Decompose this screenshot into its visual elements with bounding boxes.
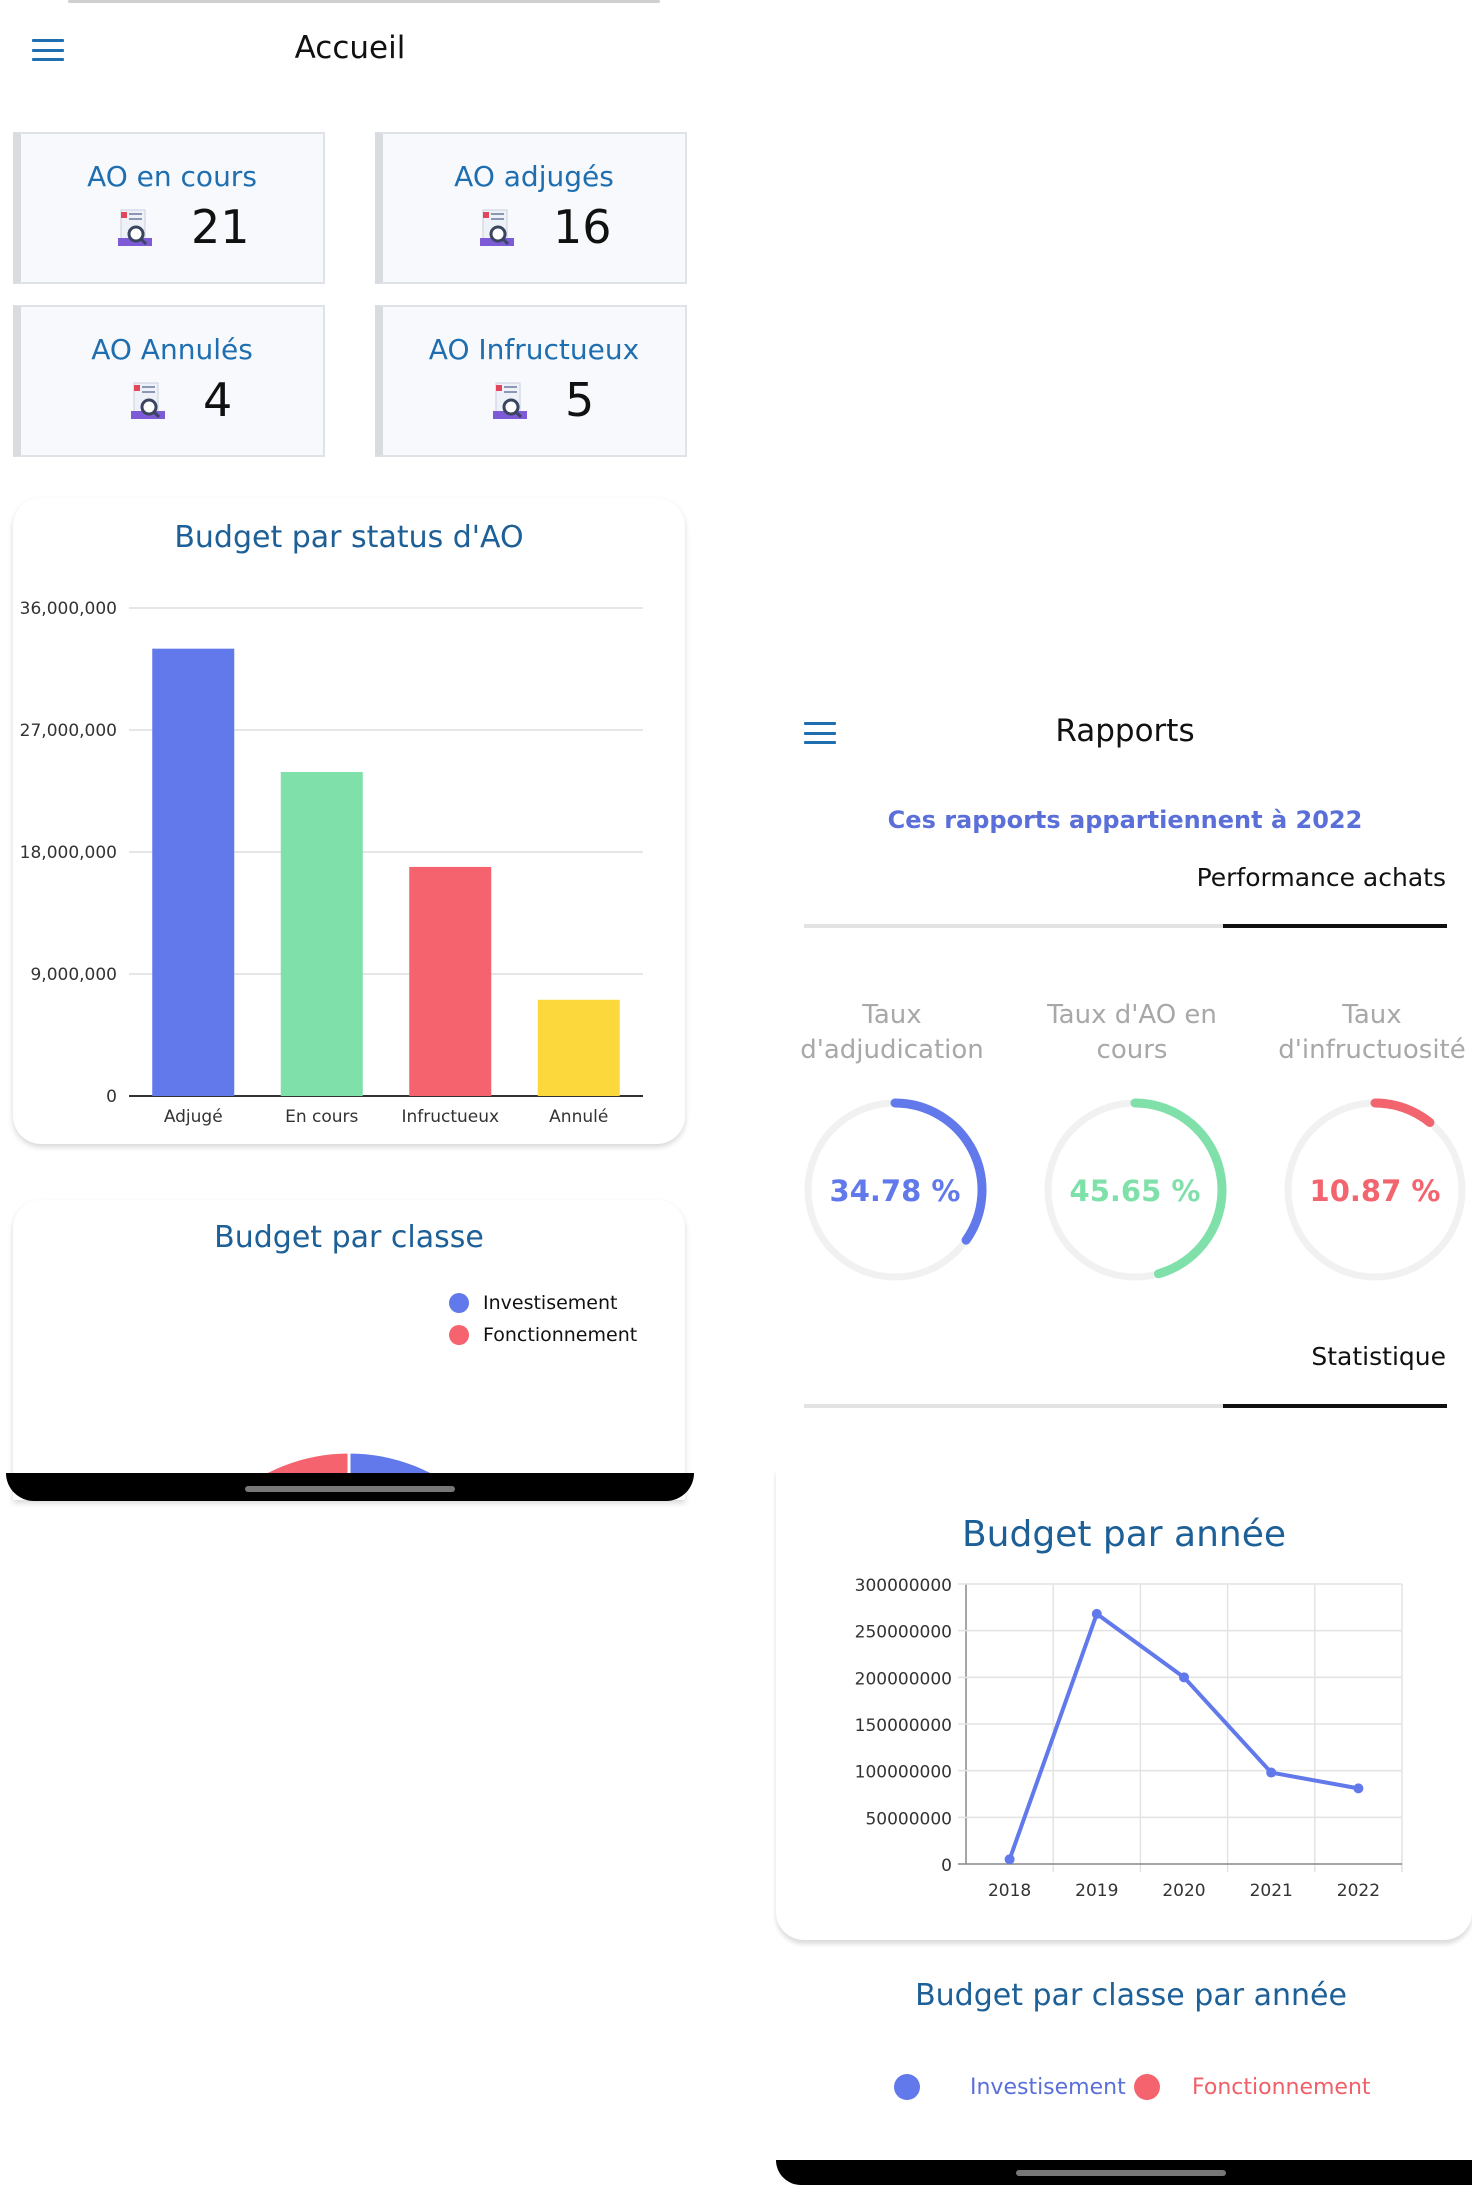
budget-annee-card: Budget par année 0 50000000 100000000 15000… [776,1470,1472,1940]
y-tick-label: 9,000,000 [30,965,117,985]
tab-active-indicator [1223,1404,1447,1408]
series-line [1007,1610,1359,1861]
tab-divider [804,924,1447,928]
gauge-label: Taux d'adjudication [800,1000,984,1065]
stat-card-label: AO en cours [87,160,257,193]
y-tick-label: 18,000,000 [20,843,117,863]
x-tick-label: Annulé [549,1107,608,1127]
page-title: Accueil [294,30,406,66]
gauge-label: Taux d'infructuosité [1278,1000,1466,1065]
legend-label: Investisement [970,2074,1126,2100]
x-tick-label: Adjugé [164,1107,223,1127]
stat-card-value: 4 [203,373,233,427]
bar [409,866,492,1096]
stat-card-adjuges[interactable]: AO adjugés 16 [375,132,687,284]
gauge-arc [1130,1098,1227,1279]
y-tick-label: 50000000 [865,1809,952,1829]
stat-card-label: AO adjugés [454,160,614,193]
x-tick-label: En cours [285,1107,358,1127]
y-tick-label: 0 [106,1087,117,1107]
menu-icon[interactable] [804,722,836,744]
budget-classe-annee-title: Budget par classe par année [915,1978,1347,2013]
bar [152,648,235,1096]
stat-card-en-cours[interactable]: AO en cours 21 [13,132,325,284]
gauge-arc [890,1098,987,1245]
tab-divider [804,1404,1447,1408]
page-title: Rapports [1055,713,1195,749]
menu-icon[interactable] [32,39,64,61]
stat-card-infructueux[interactable]: AO Infructueux 5 [375,305,687,457]
stat-card-value: 16 [553,200,612,254]
legend-dot [449,1293,469,1313]
y-tick-label: 27,000,000 [20,721,117,741]
home-indicator[interactable] [1016,2170,1226,2176]
legend-dot [1134,2074,1160,2100]
chart-title: Budget par année [961,1514,1287,1555]
gauge-row: 34.78 % 45.65 % 10.87 % [804,1098,1466,1281]
data-point [1353,1783,1364,1794]
budget-classe-card: Budget par classe Investisement Fonction… [13,1200,685,1500]
legend-item-fonctionnement[interactable]: Fonctionnement [449,1324,637,1346]
home-indicator[interactable] [245,1486,455,1492]
chart-title: Budget par classe [214,1220,484,1255]
document-search-icon [131,382,165,419]
x-tick-label: 2018 [988,1881,1031,1901]
legend-label: Investisement [483,1292,618,1314]
legend-item-investissement[interactable]: Investisement [449,1292,617,1314]
stat-card-label: AO Annulés [91,333,253,366]
legend-label: Fonctionnement [1192,2074,1371,2100]
y-tick-label: 100000000 [855,1763,952,1783]
y-tick-label: 200000000 [855,1669,952,1689]
document-search-icon [118,209,152,246]
gauge-value: 45.65 % [1070,1174,1201,1208]
legend-dot [449,1325,469,1345]
stat-card-value: 21 [191,200,250,254]
budget-annee-chart: 0 50000000 100000000 150000000 200000000 2500… [855,1576,1403,1901]
document-search-icon [493,382,527,419]
x-tick-label: 2022 [1337,1881,1380,1901]
y-tick-label: 150000000 [855,1716,952,1736]
x-tick-label: Infructueux [401,1107,499,1127]
bar [537,999,620,1096]
bar [280,772,363,1096]
data-point [1004,1854,1015,1865]
budget-status-chart: 0 9,000,000 18,000,000 27,000,000 36,000,000… [20,599,643,1127]
gauge-label: Taux d'AO en cours [1047,1000,1217,1065]
stat-card-value: 5 [565,373,595,427]
y-tick-label: 250000000 [855,1623,952,1643]
gauge-value: 34.78 % [830,1174,961,1208]
gauge-value: 10.87 % [1310,1174,1441,1208]
gauge-arc [1370,1098,1435,1128]
report-year-subtitle: Ces rapports appartiennent à 2022 [887,806,1363,834]
tab-active-indicator [1223,924,1447,928]
x-tick-label: 2019 [1075,1881,1118,1901]
data-point [1266,1767,1277,1778]
y-tick-label: 0 [941,1856,952,1876]
chart-title: Budget par status d'AO [174,520,524,555]
data-point [1091,1608,1102,1619]
legend-dot [894,2074,920,2100]
data-point [1179,1672,1189,1683]
legend-label: Fonctionnement [483,1324,638,1346]
legend-item-investissement[interactable]: Investisement [894,2074,1126,2100]
tab-performance-achats[interactable]: Performance achats [1196,863,1446,892]
phone-top-edge [68,0,660,3]
x-tick-label: 2021 [1250,1881,1293,1901]
y-tick-label: 300000000 [855,1576,952,1596]
document-search-icon [480,209,514,246]
budget-status-card: Budget par status d'AO 0 9,000,000 18,000,… [13,498,685,1144]
legend-item-fonctionnement[interactable]: Fonctionnement [1134,2074,1371,2100]
budget-classe-chart [224,1450,474,1500]
stat-card-annules[interactable]: AO Annulés 4 [13,305,325,457]
stat-card-label: AO Infructueux [428,333,640,366]
tab-statistique[interactable]: Statistique [1311,1342,1446,1371]
y-tick-label: 36,000,000 [20,599,117,619]
x-tick-label: 2020 [1162,1881,1205,1901]
